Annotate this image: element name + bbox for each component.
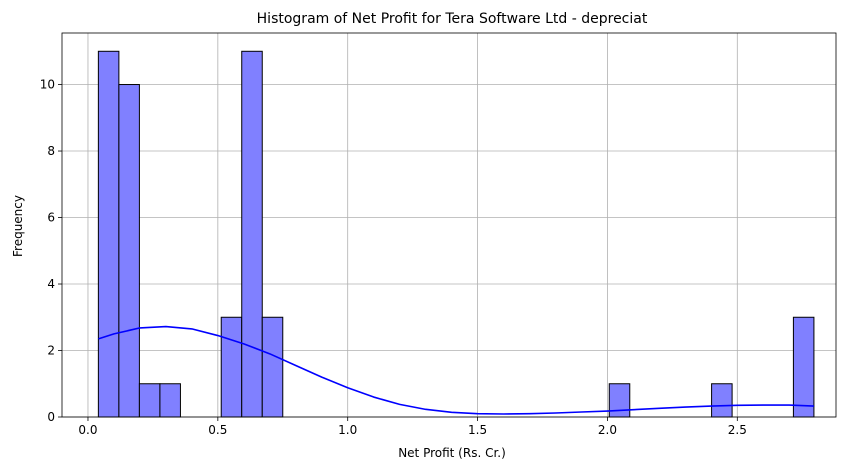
histogram-bar <box>241 50 263 418</box>
ticks-layer: 0.0 0.5 1.0 1.5 2.0 2.5 0 2 4 6 8 10 <box>40 78 747 437</box>
y-tick-label: 2 <box>47 344 55 358</box>
y-tick-label: 6 <box>47 211 55 225</box>
y-tick-label: 4 <box>47 277 55 291</box>
x-tick-label: 0.0 <box>78 423 97 437</box>
histogram-bar <box>118 84 140 418</box>
x-axis-title: Net Profit (Rs. Cr.) <box>398 446 506 460</box>
histogram-bar <box>159 383 181 418</box>
kde-layer <box>98 325 814 415</box>
x-tick-label: 1.0 <box>338 423 357 437</box>
y-tick-label: 8 <box>47 144 55 158</box>
x-tick-label: 2.0 <box>598 423 617 437</box>
histogram-bar <box>792 316 815 418</box>
histogram-bar <box>97 50 120 418</box>
histogram-bar <box>220 316 243 418</box>
grid-layer <box>62 33 836 418</box>
histogram-bar <box>261 316 284 418</box>
y-tick-label: 10 <box>40 78 55 92</box>
x-tick-label: 2.5 <box>728 423 747 437</box>
plot-frame <box>61 32 837 418</box>
chart-title: Histogram of Net Profit for Tera Softwar… <box>257 11 648 27</box>
histogram-bar <box>711 383 733 418</box>
y-axis-title: Frequency <box>11 195 25 257</box>
x-tick-label: 0.5 <box>208 423 227 437</box>
histogram-bar <box>138 383 161 418</box>
y-tick-label: 0 <box>47 410 55 424</box>
x-tick-label: 1.5 <box>468 423 487 437</box>
histogram-bar <box>608 383 631 418</box>
kde-curve <box>98 325 814 415</box>
bars-layer <box>97 50 815 418</box>
